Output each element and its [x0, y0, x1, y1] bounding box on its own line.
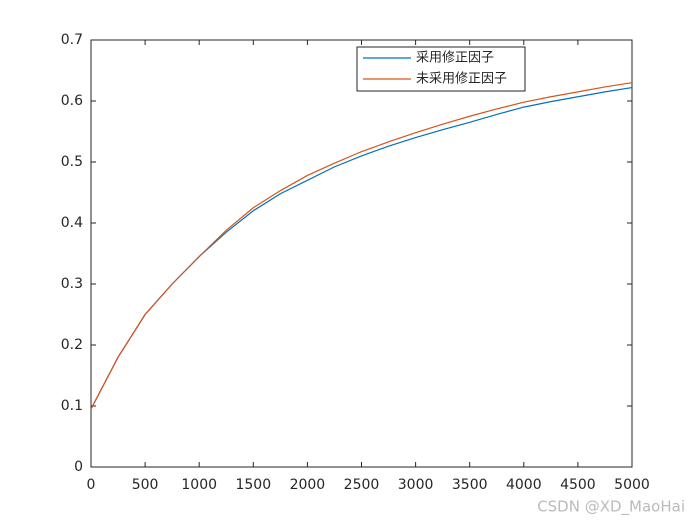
line [90, 82, 633, 410]
watermark: CSDN @XD_MaoHai [537, 498, 685, 517]
y-tick-label: 0.1 [61, 398, 83, 414]
y-tick-label: 0.3 [61, 276, 83, 292]
y-tick-label: 0.7 [61, 32, 83, 48]
legend-label: 未采用修正因子 [416, 72, 507, 87]
x-tick-label: 2000 [290, 477, 326, 493]
x-tick-label: 4000 [506, 477, 542, 493]
x-tick-label: 0 [87, 477, 96, 493]
y-tick-label: 0.6 [61, 93, 83, 109]
y-tick-label: 0 [74, 459, 83, 475]
x-tick-label: 3000 [398, 477, 434, 493]
y-tick-label: 0.4 [61, 215, 83, 231]
x-tick-label: 5000 [614, 477, 650, 493]
legend-box [356, 46, 526, 92]
x-tick-label: 1000 [181, 477, 217, 493]
plot-box [90, 39, 633, 468]
legend-label: 采用修正因子 [416, 51, 494, 66]
x-tick-label: 3500 [452, 477, 488, 493]
y-tick-label: 0.5 [61, 154, 83, 170]
x-tick-label: 4500 [560, 477, 596, 493]
x-tick-label: 1500 [235, 477, 271, 493]
x-tick-label: 2500 [344, 477, 380, 493]
y-tick-label: 0.2 [61, 337, 83, 353]
x-tick-label: 500 [132, 477, 159, 493]
